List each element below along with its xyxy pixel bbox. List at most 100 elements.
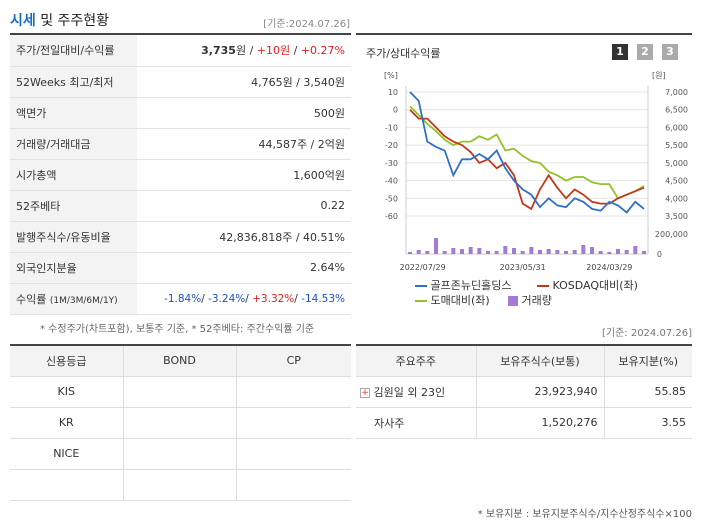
column-header: BOND: [123, 345, 237, 377]
volume-bar: [451, 248, 456, 254]
legend-swatch: [415, 300, 427, 302]
row-key: 수익률 (1M/3M/6M/1Y): [10, 283, 137, 315]
bond-rating: [123, 407, 237, 439]
row-value: 0.22: [137, 190, 351, 222]
footnote: * 보유지분 : 보유지분주식수/지수산정주식수×100: [477, 509, 692, 520]
agency-name: NICE: [10, 438, 124, 470]
stock-line: [409, 91, 645, 214]
volume-bar: [555, 250, 560, 254]
y-tick-left: 0: [393, 106, 398, 115]
divider: [356, 33, 692, 35]
cp-rating: [236, 407, 351, 439]
left-unit: [%]: [384, 71, 398, 80]
y-tick-left: -40: [385, 177, 398, 186]
right-unit: [원]: [652, 71, 666, 80]
holder-name-cell: + 김원일 외 23인: [356, 376, 477, 408]
table-row: 시가총액 1,600억원: [10, 159, 351, 191]
column-header: CP: [236, 345, 351, 377]
table-row: KIS: [10, 376, 351, 408]
y-tick-right: 4,500: [665, 177, 688, 186]
legend-item-kosdaq: KOSDAQ대비(좌): [537, 277, 638, 293]
agency-name: KR: [10, 407, 124, 439]
x-tick: 2023/05/31: [500, 263, 546, 272]
row-key: 52Weeks 최고/최저: [10, 66, 137, 98]
y-tick-left: 10: [388, 88, 398, 97]
holder-name: 자사주: [356, 407, 477, 439]
volume-bar: [494, 251, 499, 254]
row-key: 외국인지분율: [10, 252, 137, 284]
volume-tick-zero: 0: [657, 250, 662, 259]
holder-name[interactable]: 김원일 외 23인: [373, 385, 446, 399]
row-key: 발행주식수/유동비율: [10, 221, 137, 253]
table-row: 외국인지분율 2.64%: [10, 252, 351, 284]
chart-title: 주가/상대수익률: [366, 47, 441, 60]
volume-bar: [607, 252, 612, 254]
table-row: 발행주식수/유동비율 42,836,818주 / 40.51%: [10, 221, 351, 253]
row-key: 시가총액: [10, 159, 137, 191]
y-tick-right: 5,500: [665, 141, 688, 150]
bond-rating: [123, 469, 237, 501]
volume-bar: [529, 247, 534, 254]
table-header-row: 주요주주 보유주식수(보통) 보유지분(%): [356, 345, 692, 377]
price-info-table: 주가/전일대비/수익률 3,735원 / +10원 / +0.27% 52Wee…: [10, 35, 351, 315]
row-key: 52주베타: [10, 190, 137, 222]
volume-bar: [408, 252, 412, 254]
page-button-1[interactable]: 1: [612, 44, 628, 60]
x-tick: 2024/03/29: [586, 263, 632, 272]
table-row: NICE: [10, 438, 351, 470]
volume-bar: [616, 249, 620, 254]
bond-rating: [123, 438, 237, 470]
column-header: 보유지분(%): [604, 345, 692, 377]
title-blue: 시세: [10, 13, 36, 29]
row-value: 1,600억원: [137, 159, 351, 191]
legend-swatch: [415, 285, 427, 287]
agency-name: [10, 469, 124, 501]
table-row: 자사주 1,520,276 3.55: [356, 407, 692, 439]
base-date-2: [기준: 2024.07.26]: [601, 328, 692, 339]
y-tick-left: -50: [385, 194, 398, 203]
major-holders-table: 주요주주 보유주식수(보통) 보유지분(%) + 김원일 외 23인 23,92…: [356, 344, 692, 439]
legend-item-wholesale: 도매대비(좌): [415, 292, 490, 308]
volume-bar: [503, 246, 508, 254]
row-value: 44,587주 / 2억원: [137, 128, 351, 160]
title-rest: 및 주주현황: [35, 13, 110, 29]
page-button-3[interactable]: 3: [662, 44, 678, 60]
table-row: 52Weeks 최고/최저 4,765원 / 3,540원: [10, 66, 351, 98]
volume-bar: [546, 249, 551, 254]
row-key: 거래량/거래대금: [10, 128, 137, 160]
agency-name: KIS: [10, 376, 124, 408]
y-tick-left: -10: [385, 123, 398, 132]
wholesale-line: [409, 105, 645, 200]
holder-pct: 3.55: [604, 407, 692, 439]
volume-bar: [425, 251, 430, 254]
y-tick-left: -60: [385, 212, 398, 221]
expand-plus-icon[interactable]: +: [360, 387, 370, 398]
column-header: 보유주식수(보통): [476, 345, 605, 377]
y-tick-right: 6,000: [665, 123, 688, 132]
cp-rating: [236, 376, 351, 408]
table-row: KR: [10, 407, 351, 439]
table-row: 거래량/거래대금 44,587주 / 2억원: [10, 128, 351, 160]
volume-bar: [572, 250, 577, 254]
note: * 수정주가(차트포함), 보통주 기준, * 52주베타: 주간수익률 기준: [40, 324, 315, 335]
stock-chart: [%] [원] 10 0 -10 -20 -30 -40 -50 -60 7,000 6,500 6…: [384, 71, 688, 272]
volume-tick: 200,000: [655, 230, 688, 239]
volume-bar: [416, 250, 421, 254]
y-tick-left: -30: [385, 159, 398, 168]
y-tick-left: -20: [385, 141, 398, 150]
table-row: [10, 469, 351, 501]
legend-item-stock: 골프존뉴딘홀딩스: [415, 277, 511, 293]
table-row: 액면가 500원: [10, 97, 351, 129]
volume-bar: [642, 251, 646, 254]
divider: [10, 33, 351, 35]
volume-bar: [564, 251, 568, 254]
row-value: 42,836,818주 / 40.51%: [137, 221, 351, 253]
credit-rating-table: 신용등급 BOND CP KIS KR NICE: [10, 344, 351, 501]
page-button-2[interactable]: 2: [637, 44, 653, 60]
volume-bar: [486, 251, 490, 254]
legend-swatch: [537, 285, 549, 287]
volume-bar: [598, 251, 603, 254]
holder-shares: 1,520,276: [476, 407, 605, 439]
row-value: 500원: [137, 97, 351, 129]
section-title: 시세 및 주주현황: [10, 10, 109, 30]
